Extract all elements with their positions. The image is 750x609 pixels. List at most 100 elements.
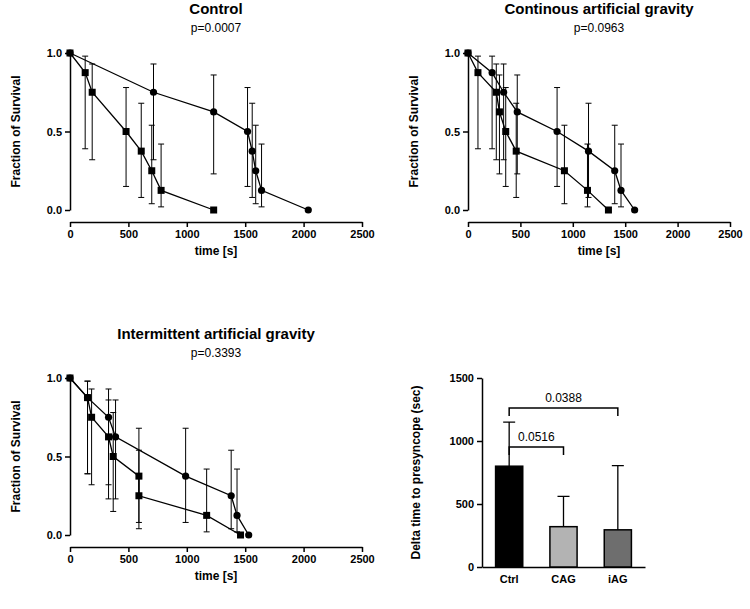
survival-line	[70, 378, 241, 535]
tick-label: 2000	[666, 228, 690, 240]
bar	[496, 466, 523, 567]
point-marker	[182, 473, 189, 480]
y-axis: 050010001500	[450, 372, 483, 573]
tick-label: 2500	[350, 228, 374, 240]
error-bar	[136, 450, 142, 528]
tick: 500	[120, 547, 138, 565]
error-bar	[618, 144, 624, 207]
bar	[604, 530, 631, 567]
y-axis-title: Fraction of Survival	[9, 400, 23, 512]
error-bar	[586, 103, 592, 197]
tick-mark	[65, 131, 70, 133]
error-bar	[513, 103, 519, 197]
point-marker	[150, 89, 157, 96]
error-bar	[85, 381, 91, 474]
error-bar	[85, 381, 91, 474]
error-bar	[503, 422, 515, 466]
tick: 0	[67, 547, 73, 565]
tick-mark	[477, 504, 482, 506]
point-marker	[249, 148, 256, 155]
tick-mark	[362, 547, 364, 552]
survival-line	[468, 53, 608, 210]
tick-mark	[477, 378, 482, 380]
point-marker	[228, 492, 235, 499]
plot-area	[66, 49, 311, 213]
tick-label: 2500	[350, 553, 374, 565]
tick-label: 0.0	[445, 204, 460, 216]
tick-label: 1000	[175, 228, 199, 240]
y-axis-title: Delta time to presyncope (sec)	[409, 385, 423, 559]
y-axis-title: Fraction of Survival	[9, 75, 23, 187]
tick-label: 0.0	[47, 529, 62, 541]
tick-label: 1.0	[47, 47, 62, 59]
plot-area	[464, 49, 638, 213]
point-marker	[138, 148, 145, 155]
tick-mark	[520, 222, 522, 227]
tick-label: 500	[120, 228, 138, 240]
tick: 0.0	[47, 529, 70, 541]
point-marker	[245, 531, 252, 538]
error-bar	[228, 450, 234, 528]
survival-line	[70, 53, 214, 210]
tick-label: 1500	[233, 228, 257, 240]
point-marker	[210, 108, 217, 115]
error-bar	[253, 125, 259, 204]
error-bar	[183, 428, 189, 522]
x-axis: 05001000150020002500	[67, 222, 374, 240]
point-marker	[84, 394, 91, 401]
tick-label: 2000	[292, 553, 316, 565]
error-bar	[151, 64, 157, 160]
x-axis: 0 500 1000 1500 2000 2500	[67, 547, 374, 565]
point-marker	[66, 374, 73, 381]
point-marker	[617, 187, 624, 194]
tick-label: 500	[512, 228, 530, 240]
tick-label: CAG	[551, 573, 575, 585]
tick: 500	[512, 222, 530, 240]
point-marker	[514, 108, 521, 115]
point-marker	[105, 414, 112, 421]
tick-mark	[303, 547, 305, 552]
title: Continous artificial gravity	[504, 0, 694, 17]
tick: 2500	[350, 222, 374, 240]
axis-line	[71, 222, 363, 224]
tick-label: 0	[465, 228, 471, 240]
point-marker	[493, 89, 500, 96]
tick-label: 0	[67, 228, 73, 240]
survival-line	[468, 53, 635, 210]
tick-mark	[463, 131, 468, 133]
tick: 0.0	[47, 204, 70, 216]
title: Intermittent artificial gravity	[117, 325, 315, 342]
bar	[550, 527, 577, 567]
point-marker	[474, 69, 481, 76]
point-marker	[135, 473, 142, 480]
tick: 1500	[233, 547, 257, 565]
y-axis-title: Fraction of Survival	[407, 75, 421, 187]
point-marker	[252, 167, 259, 174]
point-marker	[67, 50, 74, 57]
point-marker	[203, 512, 210, 519]
y-axis: 0.00.51.0	[445, 47, 469, 216]
p-value-label: 0.0388	[545, 391, 582, 405]
tick-label: 1500	[613, 228, 637, 240]
x-axis-title: time [s]	[578, 244, 621, 258]
axis-line	[469, 222, 731, 224]
error-bar	[554, 88, 560, 187]
x-axis: CtrlCAGiAG	[483, 568, 646, 585]
point-marker	[513, 148, 520, 155]
point-marker	[82, 69, 89, 76]
tick-mark	[625, 222, 627, 227]
point-marker	[584, 187, 591, 194]
point-marker	[561, 167, 568, 174]
tick-mark	[70, 547, 72, 552]
point-marker	[611, 167, 618, 174]
tick-label: 500	[456, 498, 474, 510]
point-marker	[305, 206, 312, 213]
point-marker	[500, 89, 507, 96]
tick-label: 0	[67, 553, 73, 565]
tick-mark	[677, 222, 679, 227]
tick: 0.0	[445, 204, 468, 216]
tick: 1000	[175, 547, 199, 565]
error-bar	[113, 400, 119, 499]
subtitle: p=0.3393	[191, 346, 242, 360]
tick-mark	[477, 567, 482, 569]
